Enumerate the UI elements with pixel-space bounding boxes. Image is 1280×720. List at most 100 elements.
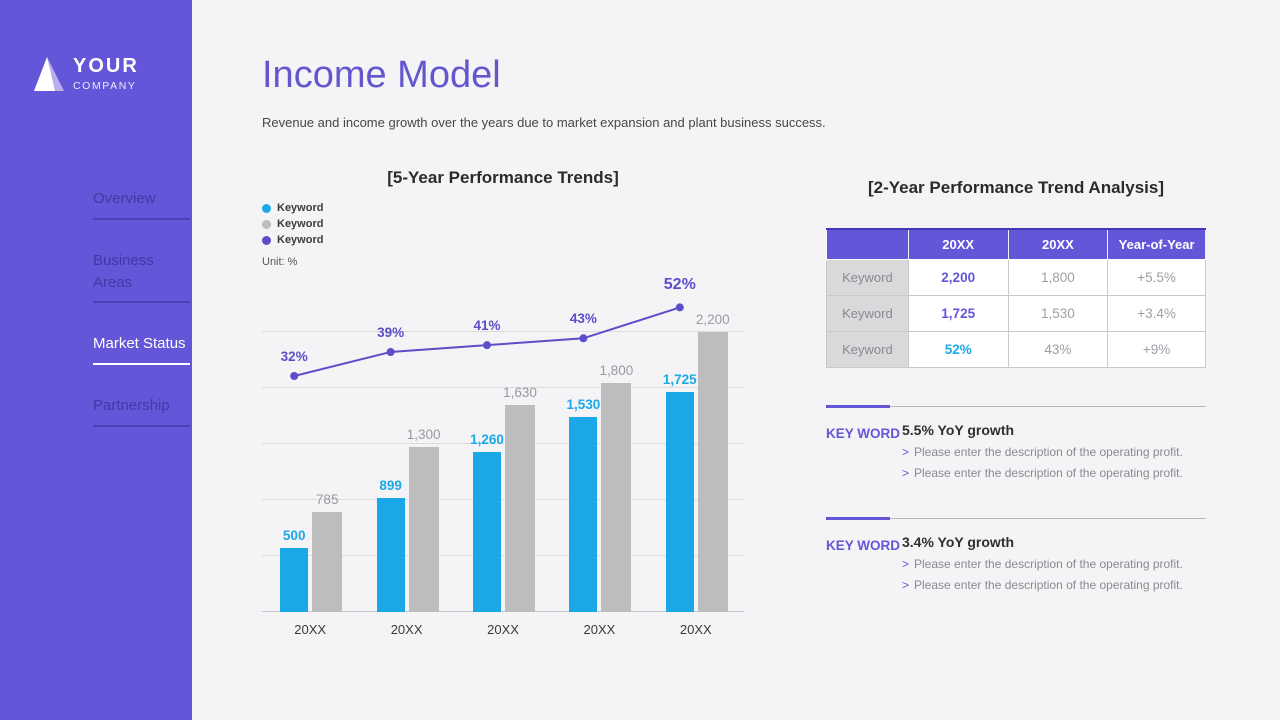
note-bullet: > Please enter the description of the ope… [902,445,1206,459]
note-divider [826,516,1206,520]
legend-label: Keyword [277,218,324,230]
analysis-section: [2-Year Performance Trend Analysis] 20XX… [826,164,1206,637]
legend-dot-icon [262,235,271,245]
x-axis-label: 20XX [390,622,423,637]
analysis-note: KEY WORD 3.4% YoY growth > Please enter the… [826,516,1206,592]
chart-legend: Keyword Keyword Keyword [262,202,744,246]
sidebar-item-market-status[interactable]: Market Status [93,333,190,365]
bar-value-label: 1,300 [406,426,441,442]
bullet-text: Please enter the description of the oper… [914,577,1183,592]
current-year-value: 2,200 [907,258,1009,296]
legend-item: Keyword [262,202,744,214]
divider-line [826,405,1206,407]
note-bullet: > Please enter the description of the ope… [902,578,1206,592]
bar-value-label: 1,800 [599,362,634,378]
bullet-marker-icon: > [902,465,910,480]
main-content: Income Model Revenue and income growth o… [192,0,1280,720]
x-axis-labels: 20XX 20XX 20XX 20XX 20XX [262,622,744,637]
note-content: 3.4% YoY growth > Please enter the descrip… [902,534,1206,592]
table-row: Keyword 1,725 1,530 +3.4% [826,294,1206,332]
col-header-year-current: 20XX [907,228,1009,260]
previous-year-value: 1,530 [1007,294,1109,332]
previous-year-value: 43% [1007,330,1109,368]
legend-item: Keyword [262,234,744,246]
bullet-text: Please enter the description of the oper… [914,556,1183,571]
note-bullet: > Please enter the description of the ope… [902,557,1206,571]
line-value-label: 41% [473,318,501,334]
x-axis-label: 20XX [294,622,327,637]
gridline [262,499,744,500]
bar-primary-3 [569,417,598,612]
row-label: Keyword [826,258,909,296]
logo-company-name: YOUR [73,55,139,77]
col-header-year-previous: 20XX [1007,228,1109,260]
content-row: [5-Year Performance Trends] Keyword Keywo… [262,164,1206,637]
bar-value-label: 500 [282,528,306,544]
analysis-note: KEY WORD 5.5% YoY growth > Please enter the… [826,404,1206,480]
table-row: Keyword 2,200 1,800 +5.5% [826,258,1206,296]
legend-label: Keyword [277,202,324,214]
bar-secondary-3 [601,382,632,612]
bar-secondary-4 [697,332,728,612]
divider-accent [826,404,890,408]
bullet-text: Please enter the description of the oper… [914,465,1183,480]
trend-line [290,303,684,380]
yoy-value: +5.5% [1107,258,1206,296]
bar-value-label: 2,200 [695,312,730,327]
logo-triangle-icon [34,56,64,91]
current-year-value: 52% [907,330,1009,368]
bar-value-label: 899 [379,477,402,493]
note-body: KEY WORD 3.4% YoY growth > Please enter the… [826,520,1206,592]
yoy-value: +9% [1107,330,1206,368]
page-title: Income Model [262,54,501,96]
unit-label: Unit: % [262,256,298,268]
sidebar-item-business-areas[interactable]: Business Areas [93,250,190,304]
col-header-yoy: Year-of-Year [1107,228,1206,260]
x-axis-label: 20XX [583,622,616,637]
sidebar-item-overview[interactable]: Overview [93,188,190,220]
legend-dot-icon [262,219,271,229]
analysis-title: [2-Year Performance Trend Analysis] [867,178,1165,197]
performance-table: 20XX 20XX Year-of-Year Keyword 2,200 1,800… [826,228,1206,368]
x-axis-label: 20XX [679,622,712,637]
note-body: KEY WORD 5.5% YoY growth > Please enter the… [826,408,1206,480]
bullet-marker-icon: > [902,577,910,592]
divider-line [826,517,1206,519]
line-value-label: 52% [663,276,696,294]
yoy-value: +3.4% [1107,294,1206,332]
bullet-text: Please enter the description of the oper… [914,444,1183,459]
sidebar-item-partnership[interactable]: Partnership [93,395,190,427]
gridline [262,387,744,388]
bar-secondary-2 [505,404,535,612]
line-value-label: 39% [377,325,405,340]
bullet-marker-icon: > [902,444,910,459]
note-bullet: > Please enter the description of the ope… [902,466,1206,480]
page-subtitle: Revenue and income growth over the years… [262,115,826,130]
row-label: Keyword [826,294,909,332]
legend-item: Keyword [262,218,744,230]
bar-primary-1 [376,497,405,612]
note-divider [826,404,1206,408]
gridline [262,331,744,332]
bar-secondary-1 [408,446,439,612]
previous-year-value: 1,800 [1007,258,1109,296]
table-header-row: 20XX 20XX Year-of-Year [826,228,1206,260]
note-heading: 3.4% YoY growth [902,533,1015,550]
note-keyword: KEY WORD [826,537,901,553]
bar-value-label: 1,260 [470,431,504,447]
notes-container: KEY WORD 5.5% YoY growth > Please enter the… [826,404,1206,592]
chart-title: [5-Year Performance Trends] [387,168,619,187]
combo-chart: 500 899 1,260 1,530 1,725 785 1,300 1,630 1,800 2… [262,272,744,612]
divider-accent [826,516,890,520]
bar-value-label: 785 [315,492,339,508]
row-label: Keyword [826,330,909,368]
col-header-blank [826,228,909,260]
note-keyword: KEY WORD [826,425,901,441]
line-value-label: 32% [280,349,308,364]
gridline [262,611,744,612]
chart-section: [5-Year Performance Trends] Keyword Keywo… [262,164,744,637]
current-year-value: 1,725 [907,294,1009,332]
sidebar: YOUR COMPANY Overview Business Areas Marke… [0,0,192,720]
legend-dot-icon [262,203,271,213]
